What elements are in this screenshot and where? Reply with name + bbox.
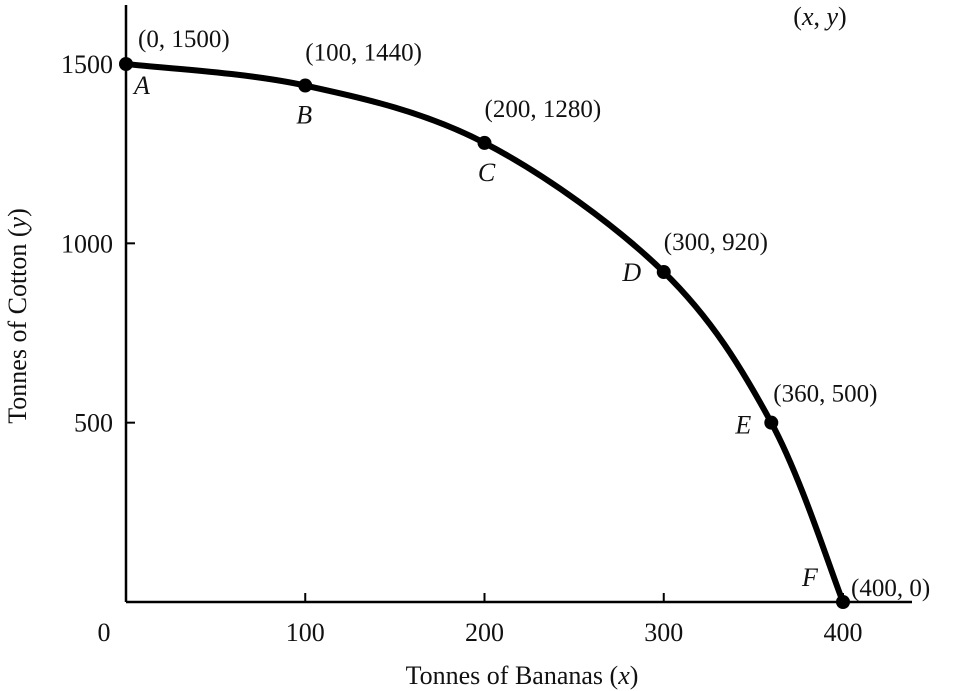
coordinate-note-y: y: [824, 2, 839, 31]
y-axis-label: Tonnes of Cotton (y): [3, 208, 32, 424]
point-coordinate-label: (300, 920): [664, 229, 768, 256]
point-coordinate-label: (0, 1500): [138, 26, 230, 53]
data-point-f: [836, 595, 850, 609]
x-tick-label: 0: [98, 618, 111, 647]
data-point-b: [298, 78, 313, 93]
point-coordinate-label: (400, 0): [851, 575, 930, 602]
x-axis-label-var: x: [617, 661, 630, 690]
x-tick-label: 200: [465, 618, 504, 647]
data-point-a: [119, 57, 133, 71]
point-coordinate-label: (360, 500): [773, 381, 877, 408]
point-letter-label: B: [296, 101, 312, 130]
point-coordinate-label: (200, 1280): [485, 96, 602, 123]
coordinate-note-comma: ,: [814, 2, 827, 31]
y-axis-label-close: ): [3, 208, 32, 217]
curve-layer: [123, 61, 846, 605]
data-point-d: [656, 265, 671, 280]
point-letter-label: C: [478, 158, 496, 187]
y-tick-label: 500: [74, 409, 113, 438]
x-tick-label: 300: [644, 618, 683, 647]
x-axis-label: Tonnes of Bananas (x): [406, 661, 639, 690]
y-tick-label: 1000: [61, 229, 113, 258]
x-axis-label-text: Tonnes of Bananas (: [406, 661, 619, 690]
x-axis-label-close: ): [630, 661, 639, 690]
y-tick-label: 1500: [61, 50, 113, 79]
points-layer: (0, 1500) A (100, 1440) B (200, 1280) C (300, …: [119, 26, 930, 609]
data-point-c: [477, 135, 492, 150]
data-point-e: [764, 415, 779, 430]
point-letter-label: E: [734, 411, 751, 440]
y-axis-label-text: Tonnes of Cotton (: [3, 228, 32, 423]
point-letter-label: A: [132, 71, 150, 100]
coordinate-note: (x, y): [793, 2, 846, 31]
point-letter-label: F: [801, 563, 819, 592]
ticks: 0 100 200 300 400 500 1000 1500: [61, 50, 863, 647]
axes: [124, 5, 912, 604]
point-coordinate-label: (100, 1440): [305, 40, 422, 67]
coordinate-note-open: (: [793, 2, 802, 31]
coordinate-note-close: ): [838, 2, 847, 31]
x-tick-label: 100: [286, 618, 325, 647]
ppf-curve: [123, 61, 846, 605]
point-letter-label: D: [621, 258, 641, 287]
coordinate-note-x: x: [801, 2, 814, 31]
x-tick-label: 400: [824, 618, 863, 647]
y-axis-label-var: y: [3, 216, 32, 231]
